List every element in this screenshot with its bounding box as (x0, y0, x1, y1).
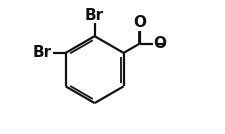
Text: Br: Br (33, 45, 52, 60)
Text: Br: Br (85, 8, 104, 23)
Text: O: O (152, 36, 165, 51)
Text: O: O (133, 15, 145, 30)
